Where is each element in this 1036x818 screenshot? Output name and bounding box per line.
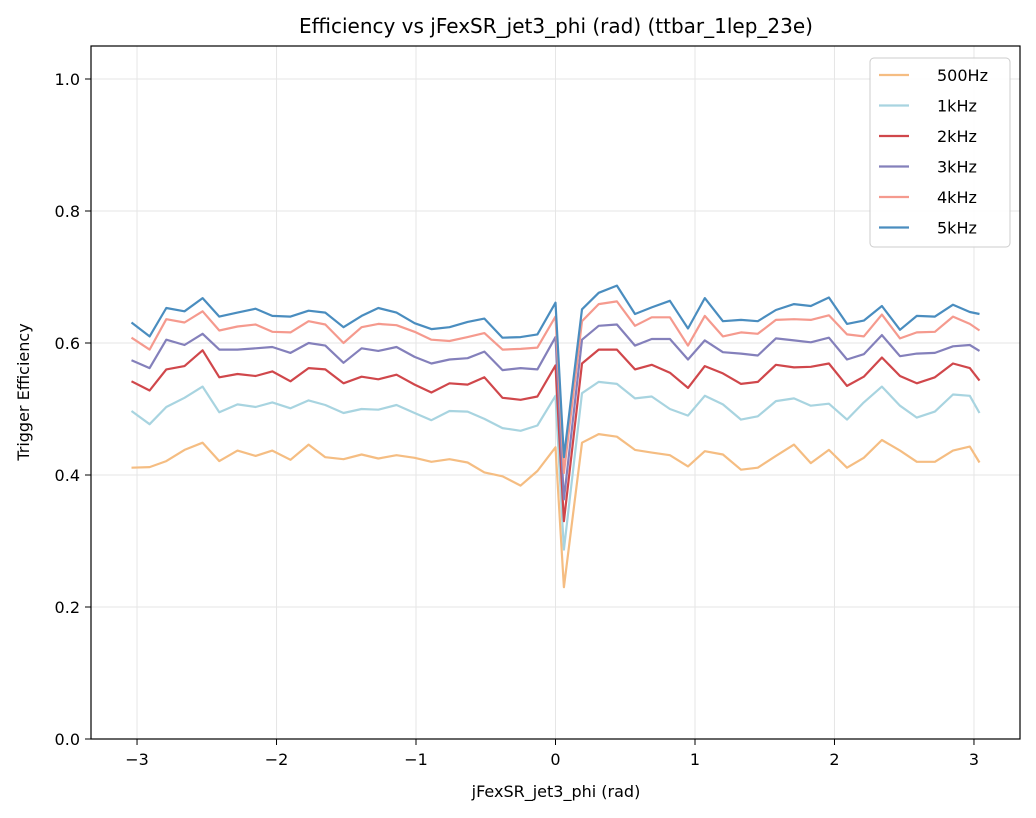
legend-label: 3kHz (937, 158, 977, 177)
x-axis: −3 −2 −1 0 1 2 3 (125, 739, 979, 769)
y-tick-label: 1.0 (55, 70, 80, 89)
y-axis: 0.0 0.2 0.4 0.6 0.8 1.0 (55, 70, 91, 749)
y-tick-label: 0.4 (55, 466, 80, 485)
y-tick-label: 0.8 (55, 202, 80, 221)
legend-label: 4kHz (937, 188, 977, 207)
y-axis-label: Trigger Efficiency (14, 323, 33, 461)
y-tick-label: 0.0 (55, 730, 80, 749)
x-tick-label: −3 (125, 750, 149, 769)
x-tick-label: 1 (690, 750, 700, 769)
series-line (131, 348, 981, 523)
series-line (131, 323, 981, 501)
series-line (131, 433, 981, 589)
legend-label: 500Hz (937, 66, 988, 85)
y-tick-label: 0.2 (55, 598, 80, 617)
x-tick-label: 0 (550, 750, 560, 769)
x-tick-label: 3 (969, 750, 979, 769)
legend-label: 1kHz (937, 97, 977, 116)
x-tick-label: −2 (265, 750, 289, 769)
y-tick-label: 0.6 (55, 334, 80, 353)
plot-area (130, 284, 981, 589)
series-line (130, 380, 981, 551)
x-axis-label: jFexSR_jet3_phi (rad) (471, 782, 641, 802)
legend: 500Hz 1kHz 2kHz 3kHz 4kHz 5kHz (869, 57, 1011, 248)
chart-title: Efficiency vs jFexSR_jet3_phi (rad) (ttb… (299, 14, 813, 38)
legend-label: 5kHz (937, 219, 977, 238)
x-tick-label: 2 (829, 750, 839, 769)
legend-label: 2kHz (937, 127, 977, 146)
series-line (130, 284, 980, 459)
x-tick-label: −1 (404, 750, 428, 769)
